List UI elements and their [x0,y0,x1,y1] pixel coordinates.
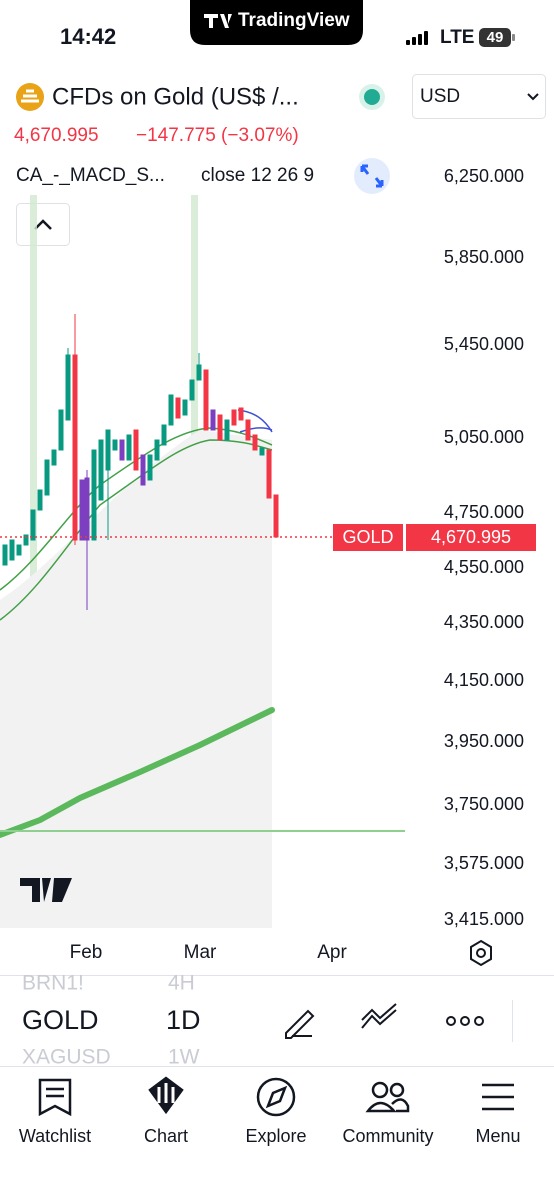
battery-level: 49 [487,29,504,46]
last-price: 4,670.995 [431,527,511,547]
interval-previous[interactable]: 4H [168,972,195,995]
currency-select[interactable] [412,74,546,119]
nav-icons [38,1076,514,1117]
indicator-icon[interactable] [354,158,390,194]
status-time: 14:42 [60,24,116,49]
nav-item[interactable]: Chart [144,1126,188,1146]
price-change: −147.775 (−3.07%) [136,125,299,146]
settings-icon[interactable] [470,939,492,967]
notch-app: TradingView [238,10,350,31]
notch [190,0,363,45]
y-tick-label: 4,150.000 [444,670,524,690]
y-tick-label: 3,575.000 [444,853,524,873]
indicator-params: close 12 26 9 [201,165,314,186]
indicator-arrows [360,164,384,188]
y-tick-label: 3,750.000 [444,794,524,814]
draw-icon[interactable] [285,1009,315,1039]
network: LTE [440,27,474,48]
interval-next[interactable]: 1W [168,1046,200,1069]
highlight-band [30,195,37,928]
battery [479,28,511,47]
battery-tip [512,34,515,41]
y-tick-label: 5,050.000 [444,427,524,447]
y-tick-label: 6,250.000 [444,166,524,186]
indicators-icon[interactable] [361,1003,397,1029]
chevron-up [34,219,52,230]
signal-icon [406,31,428,45]
x-tick-label: Feb [70,942,103,963]
collapse-button[interactable] [16,203,70,246]
settings-icon-center [476,948,486,958]
tv-logo-small [204,14,232,28]
last-price-box [406,524,536,551]
chart-icon-candles [157,1083,175,1103]
nav-item[interactable]: Explore [245,1126,306,1146]
currency: USD [420,86,460,107]
symbol-next[interactable]: XAGUSD [22,1046,111,1069]
y-tick-label: 3,415.000 [444,909,524,929]
y-tick-label: 3,950.000 [444,731,524,751]
tv-watermark [20,878,72,902]
symbol-title[interactable]: CFDs on Gold (US$ /... [52,83,299,110]
nav-item[interactable]: Menu [475,1126,520,1146]
last-label-box [333,524,403,551]
x-tick-label: Apr [317,942,347,963]
price: 4,670.995 [14,125,99,146]
y-tick-label: 4,750.000 [444,502,524,522]
select-arrow [527,93,539,101]
candles [2,314,279,610]
moving-average [0,439,273,621]
y-tick-label: 4,550.000 [444,557,524,577]
last-label: GOLD [342,527,393,547]
interval-current[interactable]: 1D [166,1005,201,1035]
symbol-icon-bars [21,89,39,103]
y-tick-label: 4,350.000 [444,612,524,632]
nav-item[interactable]: Watchlist [19,1126,91,1146]
market-status-dot [364,89,380,105]
macd-curve [239,427,273,433]
long-moving-average [0,707,275,838]
x-tick-label: Mar [184,942,217,963]
y-tick-label: 5,850.000 [444,247,524,267]
symbol-previous[interactable]: BRN1! [22,972,84,995]
symbol-current[interactable]: GOLD [22,1005,99,1035]
y-tick-label: 5,450.000 [444,334,524,354]
indicator-name[interactable]: CA_-_MACD_S... [16,165,165,186]
more-icon[interactable] [446,1016,484,1026]
nav-item[interactable]: Community [342,1126,433,1146]
